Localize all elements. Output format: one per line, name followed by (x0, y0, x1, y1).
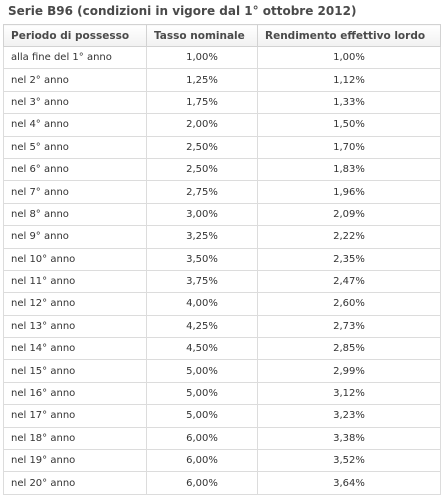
effective-yield-cell: 1,70% (257, 135, 441, 159)
table-row: nel 10° anno 3,50% 2,35% (3, 247, 441, 271)
effective-yield-cell: 1,50% (257, 113, 441, 137)
period-cell: nel 10° anno (3, 247, 147, 271)
nominal-rate-cell: 5,00% (146, 381, 258, 406)
period-cell: nel 18° anno (3, 426, 147, 451)
effective-yield-cell: 3,23% (257, 404, 441, 428)
table-body: alla fine del 1° anno 1,00% 1,00% nel 2° an… (3, 45, 441, 495)
period-cell: nel 2° anno (3, 68, 147, 92)
table-row: nel 15° anno 5,00% 2,99% (3, 359, 441, 383)
column-header-nominal-rate: Tasso nominale (146, 24, 258, 47)
effective-yield-cell: 2,22% (257, 225, 441, 249)
table-row: nel 9° anno 3,25% 2,22% (3, 225, 441, 249)
table-row: nel 19° anno 6,00% 3,52% (3, 449, 441, 473)
period-cell: nel 15° anno (3, 359, 147, 383)
effective-yield-cell: 2,85% (257, 337, 441, 361)
period-cell: nel 13° anno (3, 314, 147, 339)
table-row: nel 7° anno 2,75% 1,96% (3, 180, 441, 204)
period-cell: nel 8° anno (3, 202, 147, 227)
effective-yield-cell: 3,64% (257, 471, 441, 495)
table-row: alla fine del 1° anno 1,00% 1,00% (3, 45, 441, 70)
effective-yield-cell: 1,12% (257, 68, 441, 92)
table-row: nel 5° anno 2,50% 1,70% (3, 135, 441, 159)
period-cell: nel 9° anno (3, 225, 147, 249)
nominal-rate-cell: 1,00% (146, 45, 258, 70)
table-row: nel 2° anno 1,25% 1,12% (3, 68, 441, 92)
nominal-rate-cell: 6,00% (146, 426, 258, 451)
period-cell: nel 16° anno (3, 381, 147, 406)
effective-yield-cell: 2,60% (257, 292, 441, 316)
effective-yield-cell: 3,12% (257, 381, 441, 406)
period-cell: nel 7° anno (3, 180, 147, 204)
effective-yield-cell: 3,52% (257, 449, 441, 473)
period-cell: nel 6° anno (3, 157, 147, 182)
effective-yield-cell: 1,83% (257, 157, 441, 182)
effective-yield-cell: 2,35% (257, 247, 441, 271)
effective-yield-cell: 1,33% (257, 90, 441, 115)
column-header-period: Periodo di possesso (3, 24, 147, 47)
nominal-rate-cell: 6,00% (146, 471, 258, 495)
nominal-rate-cell: 5,00% (146, 404, 258, 428)
period-cell: nel 17° anno (3, 404, 147, 428)
effective-yield-cell: 2,73% (257, 314, 441, 339)
nominal-rate-cell: 1,75% (146, 90, 258, 115)
nominal-rate-cell: 4,00% (146, 292, 258, 316)
effective-yield-cell: 2,09% (257, 202, 441, 227)
period-cell: nel 3° anno (3, 90, 147, 115)
table-row: nel 4° anno 2,00% 1,50% (3, 113, 441, 137)
nominal-rate-cell: 1,25% (146, 68, 258, 92)
table-row: nel 13° anno 4,25% 2,73% (3, 314, 441, 339)
nominal-rate-cell: 3,75% (146, 269, 258, 294)
period-cell: nel 20° anno (3, 471, 147, 495)
effective-yield-cell: 1,96% (257, 180, 441, 204)
table-row: nel 3° anno 1,75% 1,33% (3, 90, 441, 115)
table-row: nel 14° anno 4,50% 2,85% (3, 337, 441, 361)
table-row: nel 8° anno 3,00% 2,09% (3, 202, 441, 227)
table-row: nel 17° anno 5,00% 3,23% (3, 404, 441, 428)
table-header-row: Periodo di possesso Tasso nominale Rendi… (3, 24, 441, 47)
nominal-rate-cell: 2,75% (146, 180, 258, 204)
nominal-rate-cell: 5,00% (146, 359, 258, 383)
nominal-rate-cell: 2,50% (146, 157, 258, 182)
effective-yield-cell: 2,47% (257, 269, 441, 294)
table-row: nel 11° anno 3,75% 2,47% (3, 269, 441, 294)
nominal-rate-cell: 3,00% (146, 202, 258, 227)
period-cell: nel 12° anno (3, 292, 147, 316)
period-cell: alla fine del 1° anno (3, 45, 147, 70)
column-header-effective-yield: Rendimento effettivo lordo (257, 24, 441, 47)
nominal-rate-cell: 2,50% (146, 135, 258, 159)
nominal-rate-cell: 3,25% (146, 225, 258, 249)
effective-yield-cell: 3,38% (257, 426, 441, 451)
nominal-rate-cell: 4,25% (146, 314, 258, 339)
table-title: Serie B96 (condizioni in vigore dal 1° o… (8, 4, 357, 18)
period-cell: nel 5° anno (3, 135, 147, 159)
nominal-rate-cell: 6,00% (146, 449, 258, 473)
period-cell: nel 14° anno (3, 337, 147, 361)
rates-table: Periodo di possesso Tasso nominale Rendi… (3, 24, 441, 495)
period-cell: nel 4° anno (3, 113, 147, 137)
nominal-rate-cell: 2,00% (146, 113, 258, 137)
effective-yield-cell: 1,00% (257, 45, 441, 70)
period-cell: nel 11° anno (3, 269, 147, 294)
effective-yield-cell: 2,99% (257, 359, 441, 383)
period-cell: nel 19° anno (3, 449, 147, 473)
table-row: nel 20° anno 6,00% 3,64% (3, 471, 441, 495)
table-row: nel 18° anno 6,00% 3,38% (3, 426, 441, 451)
nominal-rate-cell: 4,50% (146, 337, 258, 361)
table-row: nel 12° anno 4,00% 2,60% (3, 292, 441, 316)
table-row: nel 6° anno 2,50% 1,83% (3, 157, 441, 182)
nominal-rate-cell: 3,50% (146, 247, 258, 271)
table-row: nel 16° anno 5,00% 3,12% (3, 381, 441, 406)
